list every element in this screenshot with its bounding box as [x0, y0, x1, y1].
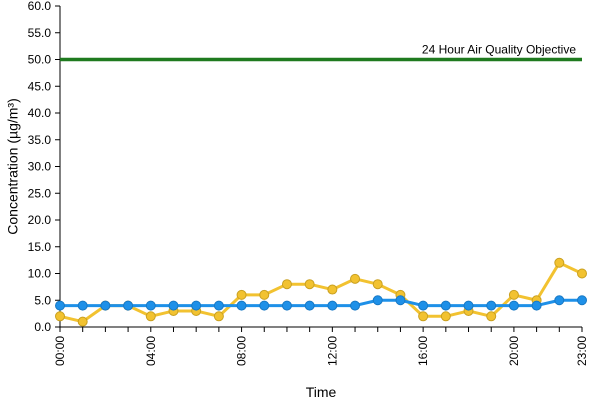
series-group [55, 257, 587, 327]
data-point [100, 300, 111, 311]
y-tick-label: 45.0 [28, 79, 52, 93]
data-point [327, 284, 338, 295]
data-point [304, 300, 315, 311]
data-point [259, 289, 270, 300]
y-tick-label: 35.0 [28, 133, 52, 147]
data-point [463, 300, 474, 311]
data-point [508, 300, 519, 311]
data-point [486, 300, 497, 311]
data-point [168, 300, 179, 311]
data-point [554, 257, 565, 268]
data-point [281, 300, 292, 311]
data-point [213, 311, 224, 322]
data-point [418, 311, 429, 322]
data-point [554, 295, 565, 306]
y-tick-label: 20.0 [28, 213, 52, 227]
data-point [577, 268, 587, 279]
data-point [304, 279, 315, 290]
data-point [486, 311, 497, 322]
series-line [59, 261, 583, 324]
y-tick-label: 15.0 [28, 240, 52, 254]
x-tick-label: 16:00 [416, 336, 430, 366]
data-point [77, 316, 88, 327]
data-point [145, 311, 156, 322]
y-tick-label: 40.0 [28, 106, 52, 120]
data-point [123, 300, 134, 311]
series-2 [55, 295, 587, 311]
y-tick-label: 25.0 [28, 186, 52, 200]
data-point [55, 311, 65, 322]
data-point [372, 279, 383, 290]
y-tick-label: 5.0 [34, 293, 51, 307]
y-tick-label: 0.0 [34, 320, 51, 334]
data-point [440, 300, 451, 311]
data-point [531, 300, 542, 311]
y-axis-title: Concentration (µg/m³) [5, 98, 21, 234]
data-point [145, 300, 156, 311]
x-tick-labels: 00:00 04:00 08:00 12:00 16:00 20:00 23:00 [53, 327, 589, 366]
y-tick-labels: 0.0 5.0 10.0 15.0 20.0 25.0 30.0 35.0 40.0 45.0 50… [28, 0, 60, 334]
x-axis-title: Time [306, 384, 337, 400]
data-point [350, 300, 361, 311]
data-point [259, 300, 270, 311]
x-tick-label: 04:00 [144, 336, 158, 366]
y-tick-label: 30.0 [28, 160, 52, 174]
data-point [395, 295, 406, 306]
y-tick-label: 10.0 [28, 267, 52, 281]
data-point [55, 300, 65, 311]
y-tick-label: 55.0 [28, 26, 52, 40]
data-point [372, 295, 383, 306]
data-point [440, 311, 451, 322]
x-tick-label: 00:00 [53, 336, 67, 366]
y-tick-label: 60.0 [28, 0, 52, 13]
reference-line-group: 24 Hour Air Quality Objective [60, 43, 582, 62]
data-point [577, 295, 587, 306]
data-point [418, 300, 429, 311]
y-tick-label: 50.0 [28, 53, 52, 67]
x-tick-label: 12:00 [325, 336, 339, 366]
reference-line-label: 24 Hour Air Quality Objective [422, 43, 576, 57]
data-point [236, 300, 247, 311]
data-point [281, 279, 292, 290]
data-point [191, 300, 202, 311]
data-point [327, 300, 338, 311]
series-1 [55, 257, 587, 327]
data-point [213, 300, 224, 311]
x-tick-label: 08:00 [235, 336, 249, 366]
data-point [508, 289, 519, 300]
data-point [77, 300, 88, 311]
x-tick-label: 20:00 [507, 336, 521, 366]
data-point [350, 273, 361, 284]
x-tick-label: 23:00 [575, 336, 589, 366]
data-point [236, 289, 247, 300]
